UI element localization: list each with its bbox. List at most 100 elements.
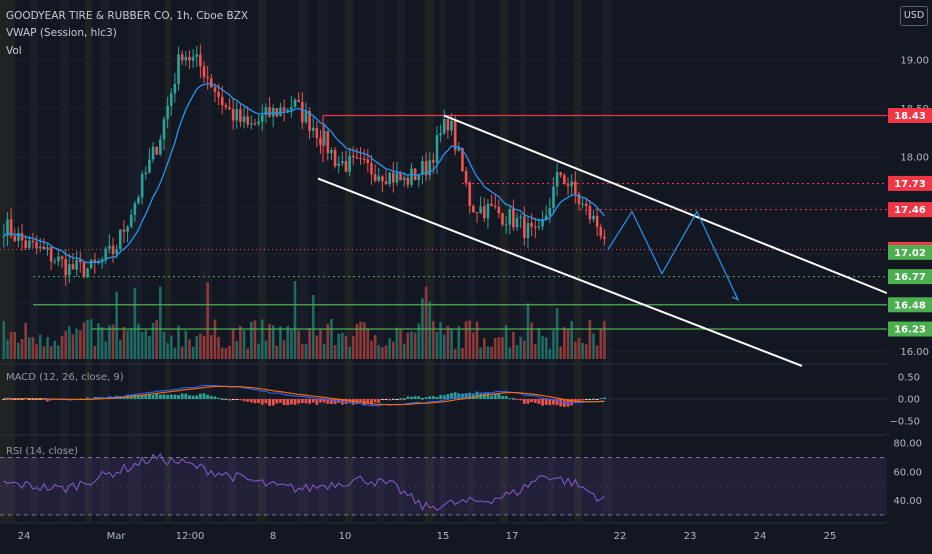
macd-histogram-bar <box>421 398 424 400</box>
candle-body <box>148 159 151 173</box>
volume-bar <box>413 332 417 359</box>
volume-bar <box>599 328 603 359</box>
price-tag-label: 16.23 <box>894 325 926 336</box>
volume-bar <box>9 331 13 359</box>
candle-body <box>250 123 253 125</box>
volume-bar <box>592 333 595 359</box>
macd-histogram-bar <box>515 399 519 401</box>
volume-bar <box>271 325 275 359</box>
candle-body <box>355 157 359 159</box>
macd-histogram-bar <box>424 397 428 399</box>
volume-bar <box>392 341 395 359</box>
macd-histogram-bar <box>322 399 326 403</box>
rsi-title[interactable]: RSI (14, close) <box>6 446 79 457</box>
candle-body <box>519 216 522 218</box>
candle-body <box>570 181 573 187</box>
candle-body <box>89 259 93 269</box>
volume-bar <box>42 346 46 359</box>
volume-bar <box>544 337 548 359</box>
macd-histogram-bar <box>289 399 293 405</box>
currency-button[interactable]: USD <box>900 6 928 26</box>
volume-bar <box>381 347 384 359</box>
rsi-tick-label: 80.00 <box>893 439 922 450</box>
candle-body <box>530 223 533 227</box>
candle-body <box>439 133 442 136</box>
candle-body <box>239 109 242 122</box>
volume-bar <box>406 332 410 359</box>
volume-bar <box>279 326 282 359</box>
macd-histogram-bar <box>184 393 188 399</box>
candle-body <box>592 215 595 220</box>
vwap-legend[interactable]: VWAP (Session, hlc3) <box>6 27 117 39</box>
session-highlight <box>345 0 353 522</box>
macd-histogram-bar <box>122 396 126 399</box>
session-highlight <box>0 0 15 522</box>
volume-bar <box>242 330 246 359</box>
macd-histogram-bar <box>453 392 457 399</box>
candle-body <box>6 219 9 236</box>
candle-body <box>246 116 249 125</box>
candle-body <box>42 246 46 250</box>
candle-body <box>311 127 315 131</box>
volume-bar <box>533 344 537 359</box>
candle-body <box>290 106 293 110</box>
volume-bar <box>370 340 373 359</box>
macd-histogram-bar <box>475 391 479 399</box>
session-highlight <box>376 0 384 522</box>
volume-bar <box>555 308 559 359</box>
volume-bar <box>126 330 129 359</box>
macd-histogram-bar <box>249 399 253 403</box>
volume-bar <box>155 319 158 359</box>
candle-body <box>475 212 479 214</box>
candle-body <box>111 245 115 254</box>
volume-bar <box>137 323 140 359</box>
volume-bar <box>177 325 180 359</box>
candle-body <box>108 245 111 249</box>
session-highlight <box>602 0 612 522</box>
volume-bar <box>333 345 337 359</box>
candle-body <box>180 54 184 61</box>
candle-body <box>566 184 570 187</box>
macd-histogram-bar <box>260 399 264 405</box>
macd-histogram-bar <box>27 399 31 400</box>
macd-histogram-bar <box>38 399 42 400</box>
volume-bar <box>388 338 391 359</box>
candle-body <box>512 208 515 228</box>
candle-body <box>595 215 599 228</box>
macd-histogram-bar <box>592 398 595 400</box>
candle-body <box>319 137 322 146</box>
volume-bar <box>140 331 144 359</box>
volume-bar <box>384 345 388 359</box>
volume-bar <box>446 325 450 359</box>
candle-body <box>362 158 366 160</box>
volume-bar <box>304 344 308 359</box>
macd-line <box>3 384 605 407</box>
candle-body <box>413 168 417 181</box>
session-highlight <box>425 0 434 522</box>
macd-tick-label: 0.00 <box>898 395 920 406</box>
volume-legend[interactable]: Vol <box>6 45 22 57</box>
candle-body <box>24 240 27 248</box>
macd-histogram-bar <box>450 393 453 399</box>
macd-histogram-bar <box>577 399 581 402</box>
volume-bar <box>257 343 260 359</box>
price-tag-box <box>888 297 932 313</box>
macd-histogram-bar <box>213 396 217 399</box>
macd-histogram-bar <box>173 394 177 399</box>
rsi-line <box>3 452 605 512</box>
rsi-tick-label: 60.00 <box>893 467 922 478</box>
volume-bar <box>159 286 162 359</box>
volume-bar <box>210 335 213 359</box>
macd-histogram-bar <box>148 393 151 399</box>
volume-bars <box>2 281 606 359</box>
x-tick-label: Mar <box>107 531 127 542</box>
macd-title[interactable]: MACD (12, 26, close, 9) <box>6 372 124 383</box>
candle-body <box>264 107 268 116</box>
chart-title[interactable]: GOODYEAR TIRE & RUBBER CO, 1h, Cboe BZX <box>6 10 249 22</box>
price-tag-label: 16.77 <box>894 272 926 283</box>
volume-bar <box>402 343 406 359</box>
candle-body <box>86 268 89 277</box>
volume-bar <box>78 330 82 359</box>
macd-histogram-bar <box>297 399 301 404</box>
